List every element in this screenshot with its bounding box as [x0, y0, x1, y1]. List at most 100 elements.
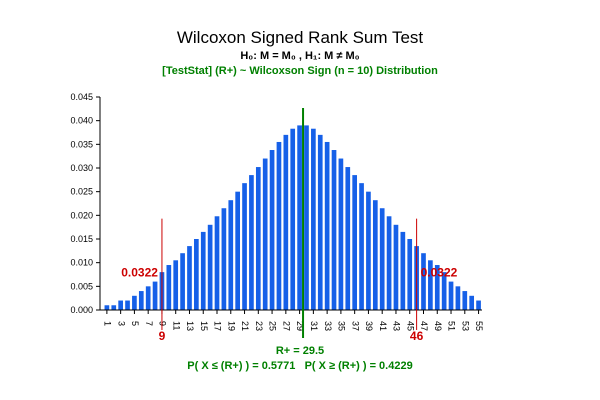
- markers-group: 9 0.0322 46 0.0322: [121, 108, 458, 343]
- bar-52: [455, 286, 461, 310]
- x-tick-label-5: 5: [130, 321, 140, 326]
- p-values-label: P( X ≤ (R+) ) = 0.5771 P( X ≥ (R+) ) = 0…: [187, 360, 413, 372]
- bar-54: [469, 295, 475, 310]
- bar-27: [283, 134, 289, 310]
- bar-3: [118, 300, 123, 310]
- x-tick-label-17: 17: [213, 321, 223, 331]
- x-tick-label-55: 55: [474, 321, 484, 331]
- bar-44: [400, 231, 406, 310]
- bar-29: [297, 125, 302, 311]
- x-tick-label-19: 19: [226, 321, 236, 331]
- y-tick-label-6: 0.030: [70, 163, 93, 173]
- bar-25: [269, 150, 275, 310]
- bar-15: [200, 231, 206, 310]
- y-tick-label-3: 0.015: [70, 234, 93, 244]
- upper-critical-value-label: 46: [410, 329, 424, 343]
- chart-title: Wilcoxon Signed Rank Sum Test: [176, 28, 424, 47]
- bar-28: [290, 128, 296, 310]
- x-tick-label-25: 25: [268, 321, 278, 331]
- x-tick-label-51: 51: [447, 321, 457, 331]
- x-tick-label-53: 53: [460, 321, 470, 331]
- x-tick-label-31: 31: [309, 321, 319, 331]
- bar-35: [338, 158, 344, 310]
- bar-20: [235, 191, 240, 310]
- bar-23: [255, 167, 261, 310]
- bar-10: [166, 265, 172, 310]
- bar-6: [138, 291, 144, 310]
- bar-24: [262, 158, 268, 310]
- y-tick-label-2: 0.010: [70, 258, 93, 268]
- y-tick-label-4: 0.020: [70, 210, 93, 220]
- bar-50: [441, 272, 447, 310]
- bar-13: [187, 246, 192, 310]
- bar-17: [214, 216, 220, 310]
- bar-31: [311, 128, 316, 310]
- bar-8: [152, 281, 158, 310]
- bar-18: [221, 208, 227, 310]
- bar-14: [194, 239, 199, 310]
- bar-26: [276, 141, 282, 310]
- x-tick-label-47: 47: [419, 321, 429, 331]
- y-tick-label-0: 0.000: [70, 305, 93, 315]
- distribution-label: [TestStat] (R+) ~ Wilcoxson Sign (n = 10…: [162, 65, 438, 77]
- x-tick-label-23: 23: [254, 321, 264, 331]
- bar-40: [372, 200, 378, 310]
- bar-12: [180, 253, 185, 310]
- y-tick-label-9: 0.045: [70, 92, 93, 102]
- bar-42: [386, 216, 392, 310]
- bar-41: [379, 208, 385, 310]
- bar-16: [207, 224, 213, 310]
- y-tick-label-5: 0.025: [70, 187, 93, 197]
- bar-33: [324, 141, 330, 310]
- bar-4: [125, 300, 130, 310]
- lower-tail-prob-label: 0.0322: [121, 265, 158, 279]
- x-tick-label-41: 41: [378, 321, 388, 331]
- y-tick-label-1: 0.005: [70, 281, 93, 291]
- x-tick-label-7: 7: [144, 321, 154, 326]
- x-tick-label-39: 39: [364, 321, 374, 331]
- bar-22: [249, 175, 254, 310]
- bar-7: [145, 286, 151, 310]
- bar-21: [242, 183, 247, 310]
- x-tick-label-9: 9: [158, 321, 168, 326]
- observed-stat-label: R+ = 29.5: [275, 345, 325, 357]
- bar-19: [228, 200, 234, 310]
- bar-30: [304, 125, 309, 311]
- x-tick-label-37: 37: [350, 321, 360, 331]
- bar-43: [393, 224, 399, 310]
- bar-5: [132, 295, 137, 310]
- hypothesis-text: H₀: M = M₀ , H₁: M ≠ M₀: [240, 50, 360, 62]
- bar-39: [366, 191, 371, 310]
- lower-critical-value-label: 9: [159, 329, 166, 343]
- bar-45: [407, 239, 413, 310]
- axes-group: 0.000 0.005 0.010 0.015 0.020 0.025 0.030 0.035…: [70, 92, 484, 331]
- x-tick-label-11: 11: [171, 321, 181, 330]
- bar-34: [331, 150, 337, 310]
- x-tick-label-49: 49: [433, 321, 443, 331]
- bar-48: [428, 260, 433, 310]
- y-tick-label-7: 0.035: [70, 139, 93, 149]
- bar-51: [448, 281, 454, 310]
- bar-11: [173, 260, 179, 310]
- bar-36: [345, 167, 351, 310]
- x-tick-label-35: 35: [337, 321, 347, 331]
- x-tick-label-45: 45: [405, 321, 415, 331]
- x-tick-label-27: 27: [281, 321, 291, 331]
- bar-55: [476, 300, 481, 310]
- upper-tail-prob-label: 0.0322: [421, 265, 458, 279]
- x-tick-label-15: 15: [199, 321, 209, 331]
- bars-group: [104, 125, 481, 311]
- bar-49: [434, 265, 440, 310]
- x-tick-label-21: 21: [240, 321, 250, 331]
- bar-37: [352, 175, 358, 310]
- bar-38: [359, 183, 364, 310]
- y-tick-label-8: 0.040: [70, 116, 93, 126]
- bar-2: [111, 305, 117, 310]
- x-tick-label-3: 3: [116, 321, 126, 326]
- bar-32: [317, 134, 323, 310]
- x-tick-label-1: 1: [103, 321, 113, 326]
- bar-47: [421, 253, 426, 310]
- x-tick-label-29: 29: [295, 321, 305, 331]
- x-tick-label-33: 33: [323, 321, 333, 331]
